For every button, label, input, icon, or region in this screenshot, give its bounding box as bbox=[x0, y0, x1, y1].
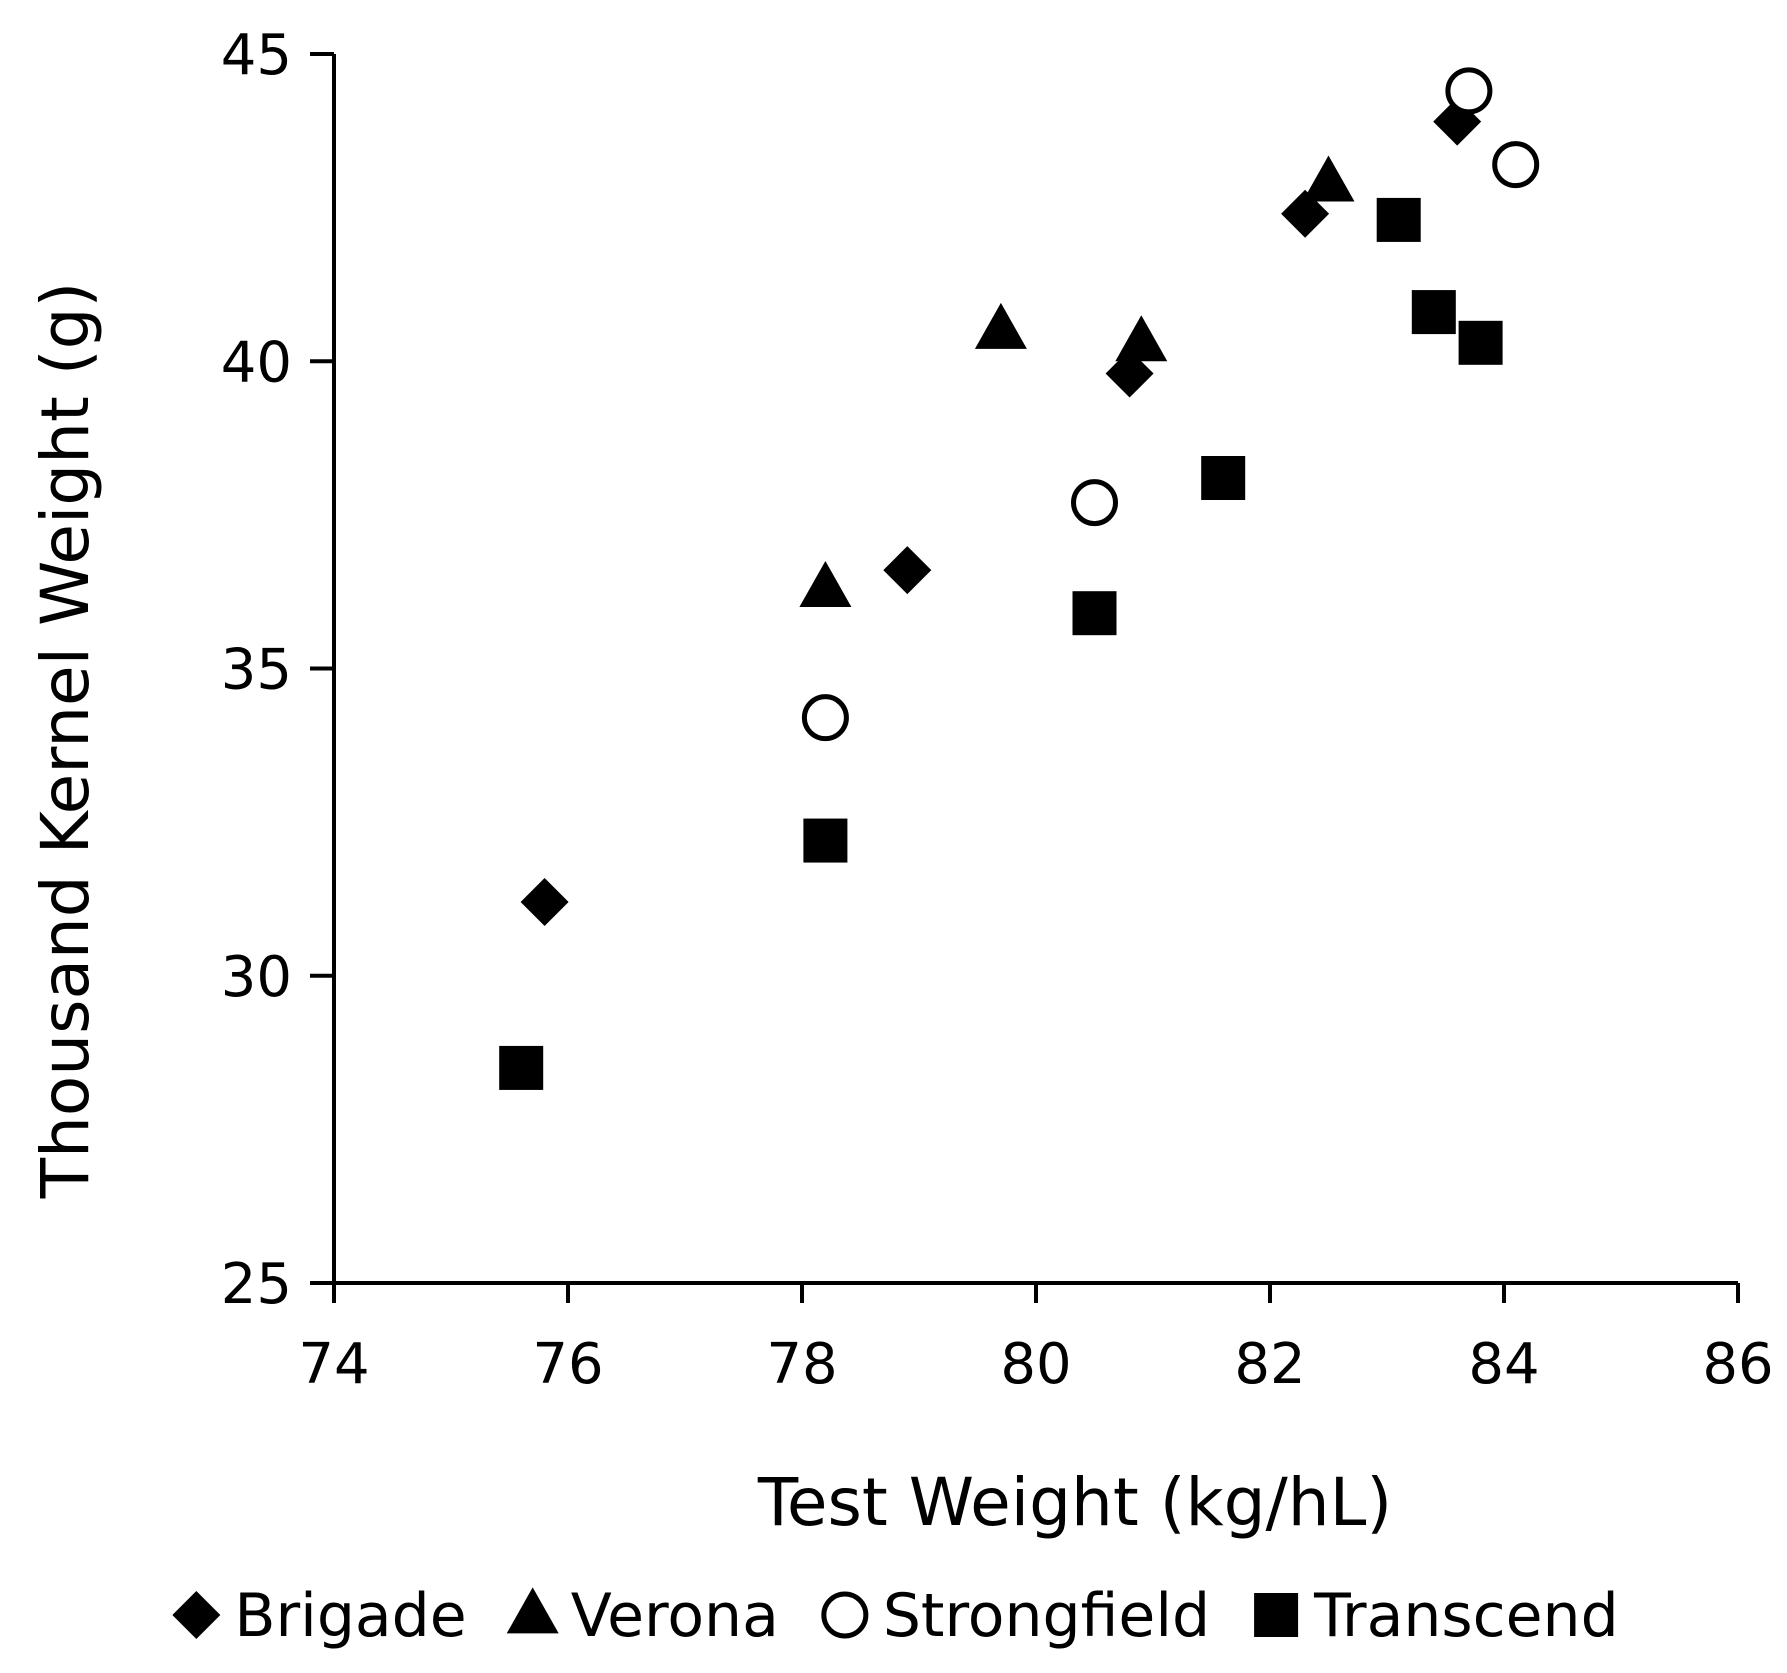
strongfield-point bbox=[801, 694, 849, 742]
verona-point bbox=[799, 561, 852, 608]
x-tick-label: 84 bbox=[1468, 1332, 1539, 1397]
legend-marker-verona bbox=[506, 1587, 559, 1634]
y-tick-label: 30 bbox=[221, 945, 292, 1010]
transcend-point bbox=[499, 1045, 544, 1090]
legend-item-verona: Verona bbox=[506, 1581, 779, 1651]
legend-item-strongfield: Strongfield bbox=[821, 1581, 1210, 1651]
transcend-point bbox=[803, 818, 848, 863]
brigade-point bbox=[1281, 189, 1330, 238]
legend-marker-strongfield bbox=[821, 1591, 869, 1639]
transcend-point bbox=[1201, 456, 1246, 501]
legend: Brigade Verona Strongfield Transcend bbox=[172, 1581, 1619, 1651]
series-brigade bbox=[520, 97, 1482, 927]
x-tick-label: 78 bbox=[766, 1332, 837, 1397]
legend-marker-transcend bbox=[1254, 1593, 1299, 1637]
legend-item-brigade: Brigade bbox=[172, 1581, 467, 1651]
series-verona bbox=[799, 155, 1355, 608]
legend-label-verona: Verona bbox=[571, 1581, 779, 1651]
x-tick-label: 82 bbox=[1234, 1332, 1305, 1397]
y-tick-label: 45 bbox=[221, 23, 292, 88]
legend-marker-brigade bbox=[172, 1591, 221, 1639]
strongfield-point bbox=[1445, 67, 1493, 115]
y-axis-title: Thousand Kernel Weight (g) bbox=[27, 282, 104, 1200]
legend-label-transcend: Transcend bbox=[1313, 1581, 1619, 1651]
x-tick-label: 80 bbox=[1000, 1332, 1071, 1397]
transcend-point bbox=[1458, 320, 1503, 365]
transcend-point bbox=[1376, 197, 1421, 242]
x-tick-label: 86 bbox=[1702, 1332, 1773, 1397]
y-tick-label: 25 bbox=[221, 1252, 292, 1317]
verona-point bbox=[974, 302, 1027, 349]
y-tick-label: 40 bbox=[221, 330, 292, 395]
series-transcend bbox=[499, 197, 1503, 1090]
strongfield-point bbox=[1071, 479, 1118, 527]
transcend-point bbox=[1411, 290, 1456, 335]
transcend-point bbox=[1072, 591, 1117, 636]
x-tick-label: 74 bbox=[298, 1332, 369, 1397]
x-tick-label: 76 bbox=[532, 1332, 603, 1397]
data-points bbox=[499, 67, 1540, 1090]
x-axis-title: Test Weight (kg/hL) bbox=[757, 1464, 1392, 1541]
series-strongfield bbox=[801, 67, 1540, 742]
axes: 74 76 78 80 82 84 86 25 30 35 40 45 bbox=[221, 23, 1774, 1397]
legend-label-strongfield: Strongfield bbox=[883, 1581, 1210, 1651]
brigade-point bbox=[883, 546, 932, 595]
verona-point bbox=[1115, 315, 1168, 362]
verona-point bbox=[1302, 155, 1355, 202]
legend-label-brigade: Brigade bbox=[234, 1581, 466, 1651]
brigade-point bbox=[1105, 349, 1154, 398]
brigade-point bbox=[520, 878, 569, 927]
y-tick-label: 35 bbox=[221, 638, 292, 703]
strongfield-point bbox=[1492, 141, 1540, 189]
legend-item-transcend: Transcend bbox=[1254, 1581, 1619, 1651]
